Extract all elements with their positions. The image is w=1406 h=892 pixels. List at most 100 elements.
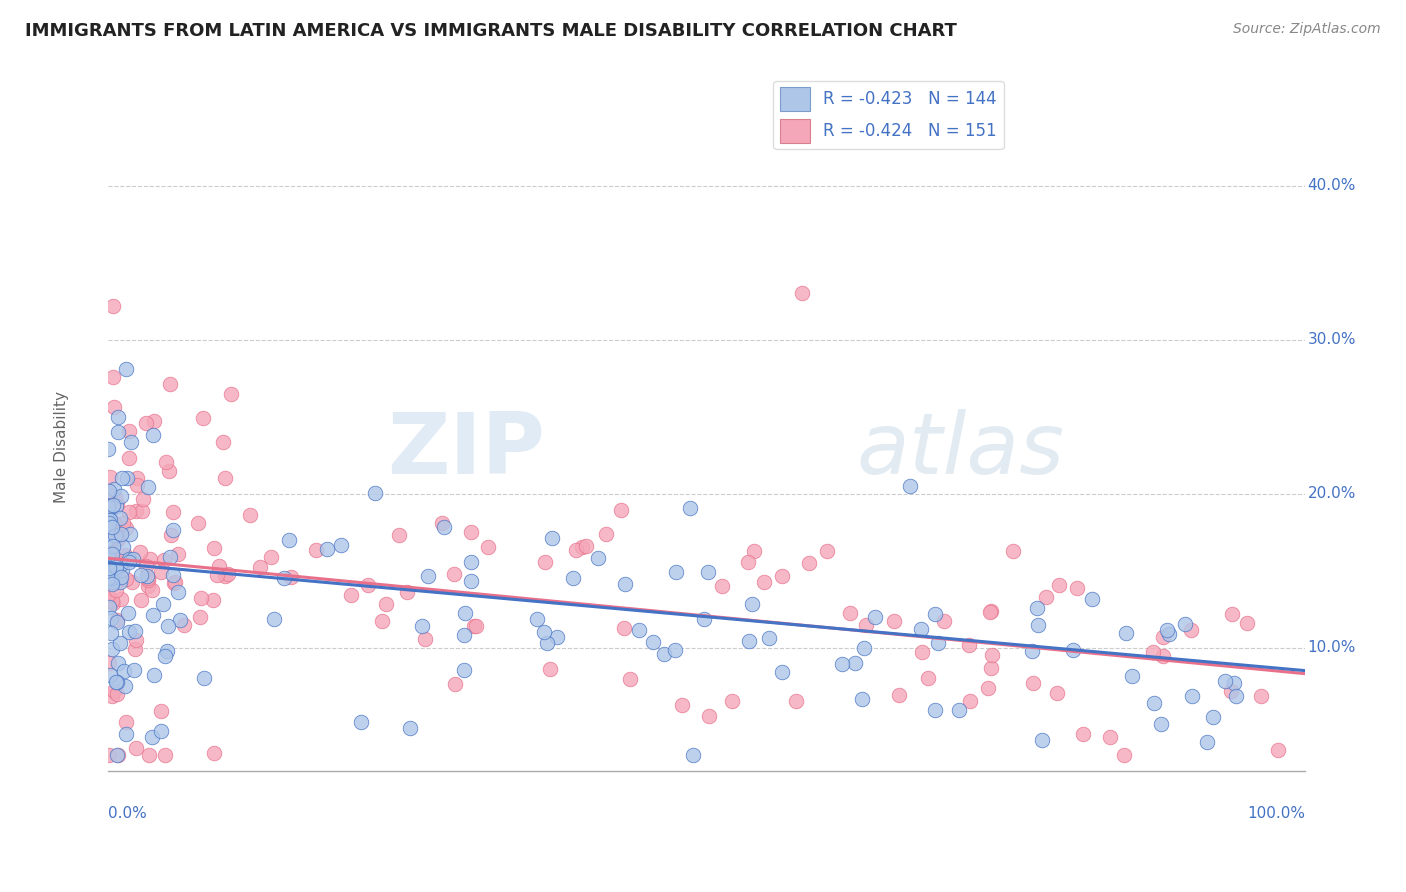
Point — [1267, 742, 1289, 756]
Point — [115, 727, 138, 741]
Point — [110, 510, 132, 524]
Point — [125, 504, 148, 518]
Point — [136, 571, 159, 585]
Point — [105, 613, 128, 627]
Point — [273, 571, 295, 585]
Point — [1026, 600, 1049, 615]
Point — [98, 470, 121, 484]
Point — [110, 489, 132, 503]
Point — [277, 533, 299, 548]
Point — [1181, 689, 1204, 703]
Point — [208, 559, 231, 574]
Point — [118, 504, 141, 518]
Point — [100, 690, 122, 704]
Point — [136, 480, 159, 494]
Point — [259, 549, 281, 564]
Point — [101, 593, 124, 607]
Point — [101, 498, 124, 512]
Point — [350, 714, 373, 729]
Point — [167, 547, 190, 561]
Point — [453, 663, 475, 677]
Point — [97, 561, 120, 575]
Point — [107, 410, 129, 425]
Point — [162, 523, 184, 537]
Point — [627, 624, 650, 638]
Point — [1021, 644, 1043, 658]
Point — [1213, 674, 1236, 689]
Point — [152, 597, 174, 611]
Point — [97, 499, 120, 513]
Point — [107, 748, 129, 763]
Point — [105, 497, 128, 511]
Point — [831, 657, 853, 672]
Point — [413, 632, 436, 647]
Point — [97, 550, 120, 565]
Point — [364, 486, 387, 500]
Point — [571, 541, 593, 555]
Point — [117, 606, 139, 620]
Point — [533, 624, 555, 639]
Point — [980, 604, 1002, 618]
Point — [1071, 727, 1094, 741]
Point — [1121, 669, 1143, 683]
Point — [114, 572, 136, 586]
Point — [924, 607, 946, 621]
Point — [162, 505, 184, 519]
Point — [541, 531, 564, 545]
Point — [132, 491, 155, 506]
Point — [155, 455, 177, 469]
Point — [115, 714, 138, 729]
Point — [188, 610, 211, 624]
Point — [103, 684, 125, 698]
Point — [207, 568, 229, 582]
Point — [114, 521, 136, 535]
Point — [924, 703, 946, 717]
Point — [1152, 630, 1174, 644]
Text: 0.0%: 0.0% — [108, 806, 146, 822]
Point — [865, 609, 887, 624]
Text: Male Disability: Male Disability — [53, 392, 69, 503]
Point — [665, 565, 688, 579]
Point — [122, 663, 145, 677]
Point — [110, 570, 132, 584]
Text: 100.0%: 100.0% — [1247, 806, 1305, 822]
Point — [932, 614, 955, 628]
Point — [1142, 645, 1164, 659]
Point — [98, 668, 121, 682]
Point — [169, 613, 191, 627]
Point — [98, 516, 121, 530]
Point — [105, 675, 128, 690]
Point — [1174, 617, 1197, 632]
Point — [129, 593, 152, 607]
Point — [562, 571, 585, 585]
Point — [98, 656, 121, 670]
Point — [159, 549, 181, 564]
Point — [193, 671, 215, 685]
Point — [101, 299, 124, 313]
Point — [214, 471, 236, 485]
Point — [112, 664, 135, 678]
Point — [959, 694, 981, 708]
Point — [1143, 697, 1166, 711]
Point — [108, 574, 131, 589]
Point — [100, 545, 122, 559]
Point — [97, 442, 120, 456]
Point — [976, 681, 998, 695]
Point — [430, 516, 453, 530]
Point — [770, 665, 793, 680]
Point — [1152, 649, 1174, 664]
Point — [1197, 734, 1219, 748]
Point — [115, 471, 138, 485]
Point — [263, 612, 285, 626]
Point — [443, 566, 465, 581]
Point — [1066, 581, 1088, 595]
Point — [159, 527, 181, 541]
Point — [682, 747, 704, 762]
Point — [103, 567, 125, 582]
Point — [910, 622, 932, 636]
Point — [454, 607, 477, 621]
Text: 10.0%: 10.0% — [1308, 640, 1355, 655]
Point — [395, 584, 418, 599]
Text: Source: ZipAtlas.com: Source: ZipAtlas.com — [1233, 22, 1381, 37]
Point — [101, 539, 124, 553]
